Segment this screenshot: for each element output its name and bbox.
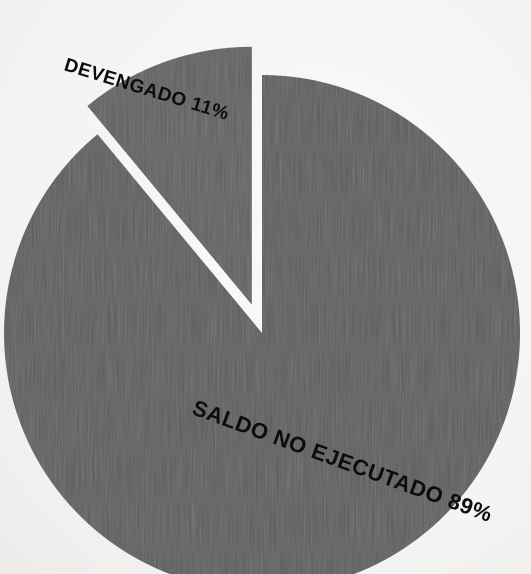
pie-slice-devengado: [87, 46, 252, 305]
pie-slice-saldo-no-ejecutado: [4, 75, 520, 574]
